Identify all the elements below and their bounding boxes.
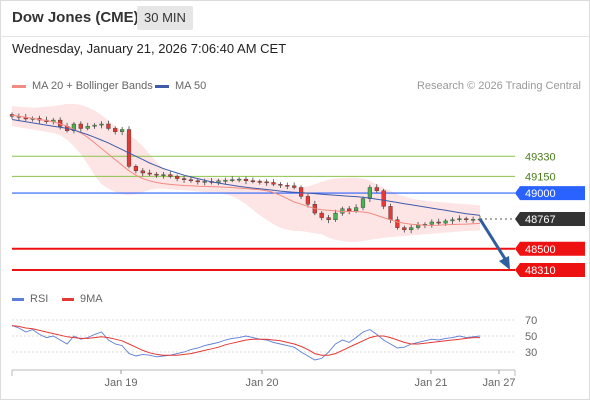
candle-body	[374, 187, 379, 191]
level-label-49150: 49150	[525, 171, 556, 183]
x-tick-label: Jan 27	[482, 377, 515, 389]
candle-body	[106, 123, 111, 129]
level-label-48310: 48310	[525, 265, 556, 277]
candle-body	[319, 212, 324, 218]
level-tag-48500	[515, 241, 585, 256]
candle-body	[450, 219, 455, 222]
candle-body	[230, 179, 235, 181]
rsi-tick-50: 50	[525, 331, 537, 343]
candle-body	[388, 206, 393, 220]
level-label-48767: 48767	[525, 214, 556, 226]
candle-body	[99, 123, 104, 126]
ma50-line	[11, 119, 481, 216]
x-tick-label: Jan 21	[414, 377, 447, 389]
level-tag-48767	[515, 212, 585, 227]
candle-body	[333, 212, 338, 221]
level-label-48500: 48500	[525, 244, 556, 256]
legend-ma20[interactable]: MA 20 + Bollinger Bands	[12, 80, 153, 92]
rsi-gridlines: 70 50 30	[12, 315, 537, 359]
level-tag-49000	[515, 186, 585, 201]
candle-body	[119, 129, 125, 132]
x-tick-label: Jan 20	[245, 377, 278, 389]
forecast-arrow-shaft	[478, 218, 509, 263]
candle-body	[347, 208, 352, 212]
candle-body	[360, 198, 366, 208]
candle-body	[181, 178, 187, 180]
credit-text: Research © 2026 Trading Central	[416, 80, 581, 92]
rsi-tick-70: 70	[525, 315, 537, 327]
candle-body	[464, 218, 469, 220]
header-bar: Dow Jones (CME) 30 MIN	[0, 0, 590, 37]
legend-rsi[interactable]: RSI	[12, 293, 48, 305]
legend-ma50-label: MA 50	[175, 80, 207, 92]
ma20-line	[11, 114, 481, 226]
candle-body	[367, 187, 372, 199]
candle-body	[292, 185, 297, 188]
candle-body	[78, 123, 83, 129]
level-label-49000: 49000	[525, 188, 556, 200]
candle-body	[271, 182, 276, 185]
x-ticks: Jan 19 Jan 20 Jan 21 Jan 27	[104, 370, 516, 389]
forecast-arrow-head	[499, 255, 510, 270]
legend-ma20-label: MA 20 + Bollinger Bands	[32, 80, 153, 92]
timeframe-button[interactable]: 30 MIN	[137, 6, 193, 30]
rsi-tick-30: 30	[525, 347, 537, 359]
candle-body	[133, 166, 138, 172]
level-label-49330: 49330	[525, 151, 556, 163]
candle-body	[436, 221, 441, 224]
candle-body	[202, 181, 207, 183]
candle-body	[471, 219, 476, 221]
candle-body	[429, 221, 434, 225]
candle-body	[113, 128, 118, 132]
candle-body	[457, 218, 462, 220]
candle-body	[168, 174, 173, 177]
legend-rsi-label: RSI	[30, 293, 49, 305]
price-levels: 49330 49150 49000 48767 48500 48310	[12, 151, 585, 277]
x-tick-label: Jan 19	[104, 377, 137, 389]
candle-body	[216, 180, 221, 183]
legend-9ma-swatch	[62, 297, 74, 301]
candle-body	[250, 180, 255, 183]
candle-body	[154, 173, 159, 176]
candle-body	[305, 196, 310, 205]
candle-body	[257, 181, 262, 183]
candle-body	[381, 190, 386, 207]
candle-body	[354, 207, 359, 212]
candle-body	[278, 183, 283, 186]
candle-body	[92, 124, 97, 127]
candle-body	[126, 129, 132, 167]
chart-datetime: Wednesday, January 21, 2026 7:06:40 AM C…	[12, 41, 287, 56]
candle-body	[236, 178, 242, 181]
candle-body	[299, 187, 304, 197]
legend-rsi-swatch	[12, 297, 24, 301]
candle-body	[223, 180, 228, 182]
candle-body	[175, 176, 180, 179]
candle-body	[147, 172, 152, 175]
legend-ma50[interactable]: MA 50	[155, 80, 206, 92]
candle-body	[416, 225, 421, 228]
legend-9ma[interactable]: 9MA	[62, 293, 103, 305]
candle-body	[188, 179, 193, 181]
legend-ma20-swatch	[12, 84, 26, 88]
candle-body	[85, 125, 90, 129]
candle-body	[161, 174, 166, 176]
candle-body	[409, 227, 414, 231]
candle-body	[195, 180, 200, 183]
candle-body	[326, 217, 331, 221]
candle-body	[402, 227, 407, 231]
candle-body	[395, 219, 400, 228]
candle-body	[243, 178, 249, 182]
candle-body	[71, 123, 76, 131]
candle-body	[264, 181, 269, 184]
candle-body	[443, 220, 448, 224]
candle-body	[285, 185, 290, 187]
legend-ma50-swatch	[155, 84, 169, 88]
rsi-ma-line	[11, 325, 480, 356]
candle-body	[140, 170, 145, 174]
instrument-title: Dow Jones (CME)	[12, 9, 139, 26]
legend-9ma-label: 9MA	[80, 293, 103, 305]
level-tag-48310	[515, 262, 585, 277]
rsi-line	[11, 325, 481, 361]
